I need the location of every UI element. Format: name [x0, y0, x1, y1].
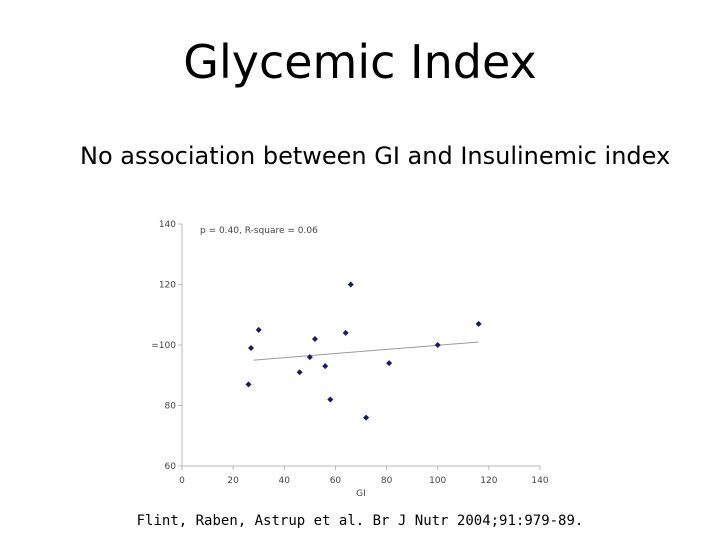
- data-point: [306, 354, 313, 361]
- data-point: [248, 345, 255, 352]
- x-tick-label: 60: [330, 476, 342, 486]
- data-point: [327, 396, 334, 403]
- x-tick-label: 80: [381, 476, 393, 486]
- data-point: [434, 342, 441, 348]
- x-tick-label: 140: [531, 476, 548, 486]
- x-axis-label: GI: [356, 489, 366, 499]
- x-ticks: 0 20 40 60 80 100 120 140: [179, 466, 549, 486]
- data-point: [386, 360, 393, 367]
- x-tick-label: 100: [429, 476, 446, 486]
- y-tick-label: 140: [159, 220, 176, 230]
- data-point: [296, 369, 303, 376]
- x-tick-label: 40: [279, 476, 291, 486]
- y-tick-label: =100: [151, 341, 176, 351]
- x-tick-label: 120: [480, 476, 497, 486]
- y-tick-label: 60: [165, 462, 177, 472]
- trendline: [253, 341, 479, 361]
- chart-annotation: p = 0.40, R-square = 0.06: [200, 226, 318, 236]
- data-point: [255, 326, 262, 333]
- x-tick-label: 20: [227, 476, 239, 486]
- slide-title: Glycemic Index: [183, 35, 537, 89]
- data-point: [475, 320, 482, 327]
- data-point: [363, 414, 370, 421]
- y-tick-label: 120: [159, 281, 176, 291]
- x-tick-label: 0: [179, 476, 185, 486]
- scatter-chart: 60 80 =100 120 140 0 20 40 60 80 100 120 140 p = 0.…: [140, 212, 570, 504]
- data-points: [245, 281, 482, 421]
- data-point: [311, 335, 318, 342]
- data-point: [347, 281, 354, 288]
- data-point: [342, 329, 349, 336]
- y-tick-label: 80: [165, 402, 177, 412]
- data-point: [322, 363, 329, 370]
- y-ticks: 60 80 =100 120 140: [151, 220, 182, 472]
- data-point: [245, 381, 252, 388]
- slide-subtitle: No association between GI and Insulinemi…: [80, 142, 671, 170]
- scatter-chart-svg: 60 80 =100 120 140 0 20 40 60 80 100 120 140 p = 0.…: [151, 220, 549, 499]
- citation: Flint, Raben, Astrup et al. Br J Nutr 20…: [136, 513, 584, 529]
